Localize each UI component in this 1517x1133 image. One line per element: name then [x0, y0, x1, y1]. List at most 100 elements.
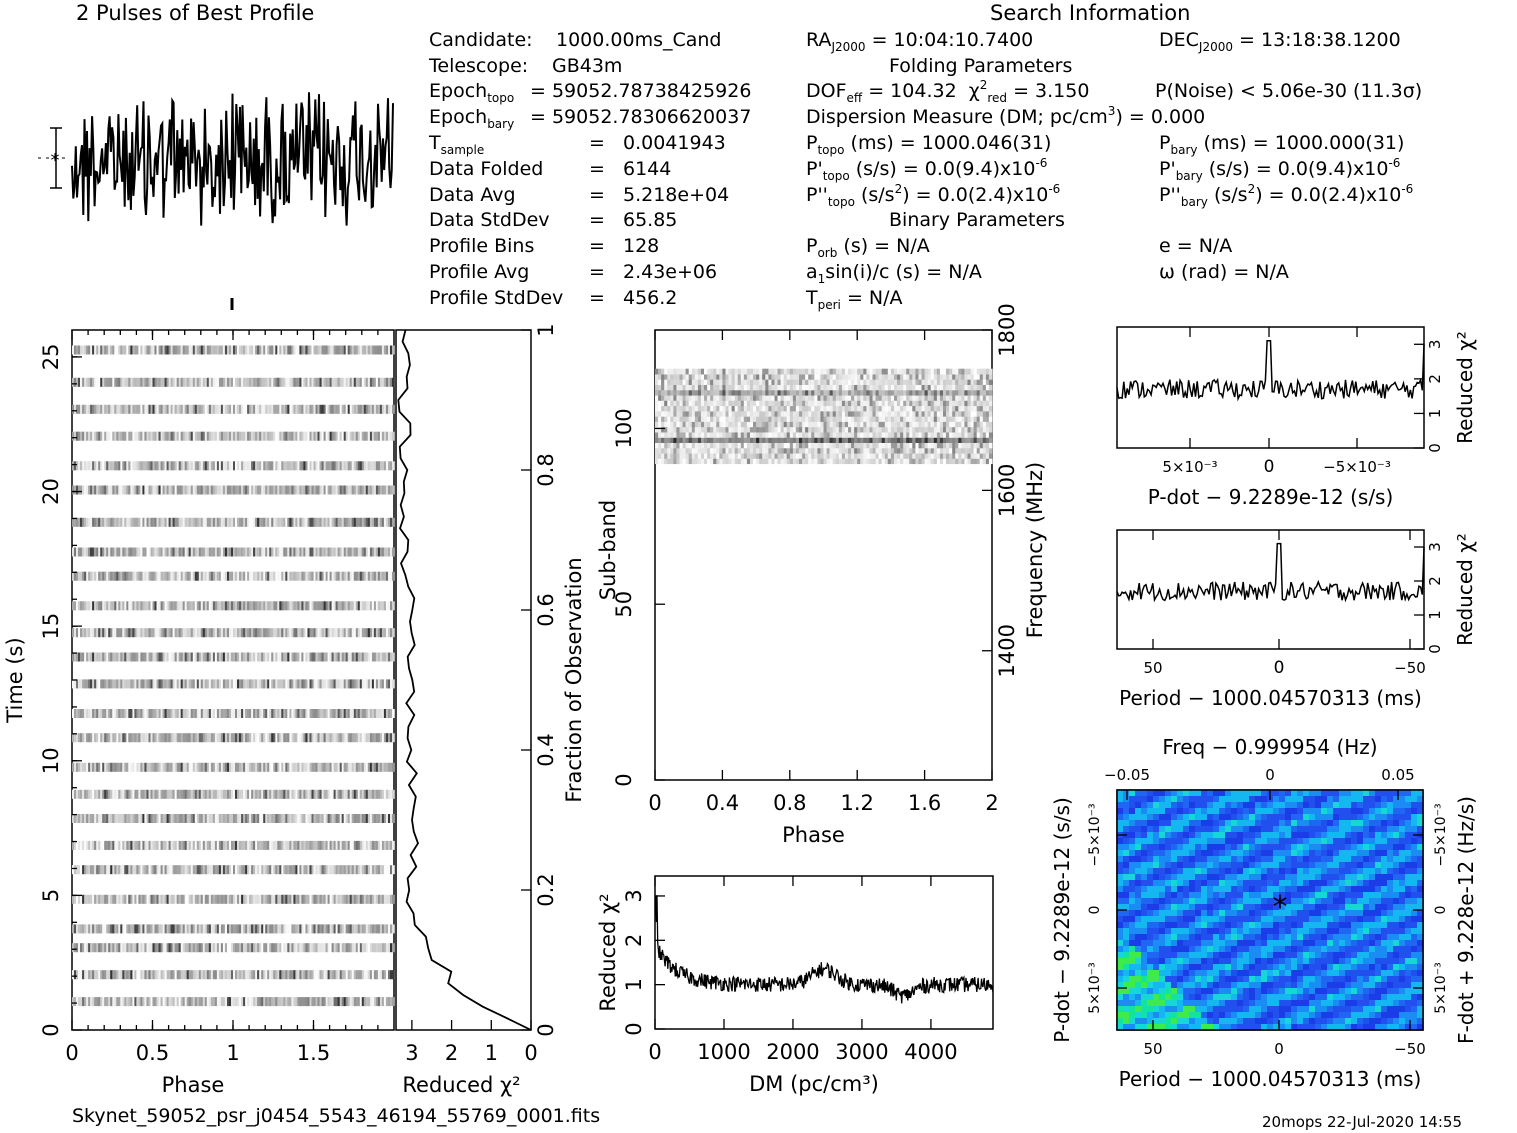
- pixel: [239, 865, 242, 875]
- pixel: [214, 652, 218, 662]
- pixel: [361, 997, 365, 1007]
- pixel: [86, 865, 89, 875]
- pixel: [814, 426, 818, 433]
- pixel: [198, 970, 202, 980]
- pixel: [319, 789, 323, 799]
- pixel: [96, 762, 99, 772]
- pixel: [271, 652, 274, 662]
- pixel: [339, 997, 343, 1007]
- pixel: [108, 679, 111, 689]
- pixel: [112, 840, 115, 850]
- pixel: [208, 924, 212, 934]
- pixel: [180, 865, 184, 875]
- pixel: [722, 421, 726, 428]
- pixel: [388, 679, 391, 689]
- pixel: [373, 943, 377, 953]
- pixel: [728, 437, 733, 443]
- pixel: [259, 814, 262, 823]
- chi2-time-ytick: 0.4: [534, 733, 558, 766]
- pixel: [921, 426, 926, 433]
- pixel: [341, 709, 345, 718]
- pixel: [160, 679, 164, 689]
- pixel: [694, 453, 699, 459]
- pixel: [164, 652, 168, 662]
- pixel: [251, 733, 254, 743]
- pixel: [719, 442, 723, 449]
- pixel: [285, 840, 288, 850]
- pixel: [188, 762, 192, 772]
- pixel: [335, 601, 339, 611]
- pixel: [261, 814, 264, 823]
- pixel: [351, 679, 355, 689]
- pixel: [355, 970, 359, 980]
- pixel: [229, 601, 232, 611]
- pixel: [351, 970, 355, 980]
- pixel: [349, 601, 353, 611]
- pixel: [245, 997, 248, 1007]
- pixel: [267, 709, 270, 718]
- pixel: [955, 458, 959, 465]
- pixel: [309, 652, 313, 662]
- pixel: [392, 652, 395, 662]
- pixel: [122, 970, 125, 980]
- pixel: [820, 453, 824, 459]
- pixel: [72, 814, 75, 823]
- pixel: [74, 601, 77, 611]
- pixel: [120, 601, 123, 611]
- pixel: [353, 943, 357, 953]
- pixel: [170, 865, 174, 875]
- pixel: [206, 924, 210, 934]
- pixel: [297, 679, 301, 689]
- pixel: [285, 894, 288, 904]
- pixel: [132, 894, 136, 904]
- pixel: [355, 733, 359, 743]
- pixel: [214, 970, 218, 980]
- pixel: [90, 997, 93, 1007]
- pixel: [890, 432, 895, 438]
- pixel: [148, 840, 152, 850]
- pixel: [196, 628, 200, 638]
- pixel: [829, 447, 834, 454]
- pixel: [158, 814, 162, 823]
- pixel: [72, 601, 75, 611]
- pixel: [719, 447, 723, 454]
- pixel: [777, 453, 782, 459]
- pixel: [102, 571, 105, 581]
- pixel: [323, 997, 327, 1007]
- pixel: [373, 762, 377, 772]
- pixel: [94, 601, 97, 611]
- pixel: [269, 894, 272, 904]
- pixel: [676, 447, 680, 454]
- pixel: [86, 762, 89, 772]
- pixel: [279, 924, 282, 934]
- pixel: [921, 442, 926, 449]
- pixel: [241, 709, 244, 718]
- pixel: [132, 762, 136, 772]
- pixel: [388, 943, 391, 953]
- pixel: [323, 762, 327, 772]
- pixel: [224, 943, 228, 953]
- pixel: [281, 814, 284, 823]
- pixel: [172, 762, 176, 772]
- pixel: [345, 628, 349, 638]
- pixel: [277, 601, 280, 611]
- pixel: [114, 865, 117, 875]
- pixel: [154, 679, 158, 689]
- pixel: [88, 709, 91, 718]
- pixel: [311, 814, 315, 823]
- pixel: [323, 628, 327, 638]
- pixel: [309, 840, 313, 850]
- pixel: [148, 679, 152, 689]
- pixel: [357, 733, 361, 743]
- pixel: [229, 970, 232, 980]
- chi2-value: = 3.150: [1013, 80, 1090, 102]
- pixel: [261, 789, 264, 799]
- pixel: [204, 894, 208, 904]
- pixel: [676, 426, 680, 433]
- pixel: [765, 426, 769, 433]
- pixel: [746, 426, 751, 433]
- pixel: [239, 894, 242, 904]
- chi2-time-xtick: 0: [524, 1041, 537, 1065]
- pixel: [212, 894, 216, 904]
- pixel: [789, 453, 794, 459]
